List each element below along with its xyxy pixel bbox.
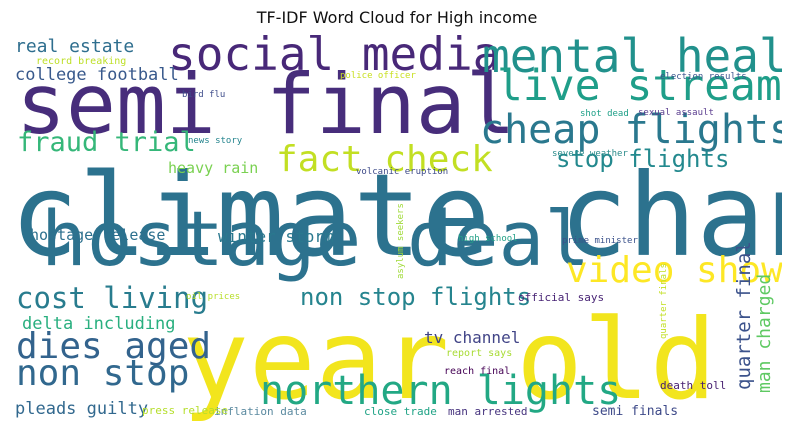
word-report-says: report says <box>446 348 512 359</box>
word-semi-finals: semi finals <box>592 404 678 419</box>
word-close-trade: close trade <box>364 405 437 418</box>
word-year-old: year old <box>182 296 717 422</box>
word-police-officer: police officer <box>340 71 416 81</box>
word-fact-check: fact check <box>276 139 493 180</box>
word-cheap-flights: cheap flights <box>480 107 782 153</box>
word-man-arrested: man arrested <box>448 405 527 418</box>
word-man-charged: man charged <box>754 274 775 393</box>
word-severe-weather: severe weather <box>552 149 628 159</box>
word-cost-living: cost living <box>16 281 208 315</box>
word-prime-minister: prime minister <box>562 236 638 246</box>
word-stop-flights: stop flights <box>556 145 729 173</box>
word-cloud-area: climate change year old semi final hostage … <box>10 35 782 422</box>
word-semi-final: semi final <box>16 56 516 153</box>
chart-title: TF-IDF Word Cloud for High income <box>256 8 538 27</box>
word-real-estate: real estate <box>15 36 134 57</box>
word-non-stop: non stop <box>16 353 189 394</box>
word-heavy-rain: heavy rain <box>168 159 258 177</box>
word-cloud: climate change year old semi final hostage … <box>10 35 782 422</box>
word-college-football: college football <box>15 65 179 85</box>
word-quarter-finals: quarter finals <box>659 263 669 339</box>
word-pleads-guilty: pleads guilty <box>15 399 148 419</box>
word-non-stop-flights: non stop flights <box>300 283 531 311</box>
word-tv-channel: tv channel <box>424 328 520 347</box>
word-official-says: official says <box>518 291 604 304</box>
word-press-release: press release <box>142 404 228 417</box>
word-delta-including: delta including <box>22 314 176 334</box>
word-winter-storm: winter storm <box>218 227 334 246</box>
word-northern-lights: northern lights <box>260 368 621 414</box>
word-death-toll: death toll <box>660 379 726 392</box>
word-quarter-final: quarter final <box>733 241 755 390</box>
word-mental-health: mental health <box>482 35 782 83</box>
word-bird-flu: bird flu <box>182 90 225 100</box>
word-inflation-data: inflation data <box>214 405 307 418</box>
word-climate-change: climate change <box>10 149 782 282</box>
word-oil-prices: oil prices <box>186 292 240 302</box>
word-dies-aged: dies aged <box>16 326 211 367</box>
word-hostage-deal: hostage deal <box>41 194 590 283</box>
word-reach-final: reach final <box>444 366 510 377</box>
word-asylum-seekers: asylum seekers <box>396 203 406 279</box>
word-video-shows: video shows <box>566 250 782 291</box>
word-sexual-assault: sexual assault <box>638 108 714 118</box>
word-shot-dead: shot dead <box>580 109 629 119</box>
word-high-school: high school <box>458 234 518 244</box>
word-live-stream: live stream <box>497 61 782 111</box>
word-fraud-trial: fraud trial <box>17 127 196 158</box>
word-news-story: news story <box>188 136 243 146</box>
word-record-breaking: record breaking <box>36 56 126 67</box>
word-hostage-release: hostage release <box>30 226 165 244</box>
word-election-results: election results <box>660 72 747 82</box>
word-volcanic-eruption: volcanic eruption <box>356 167 448 177</box>
word-social-media: social media <box>168 35 500 81</box>
